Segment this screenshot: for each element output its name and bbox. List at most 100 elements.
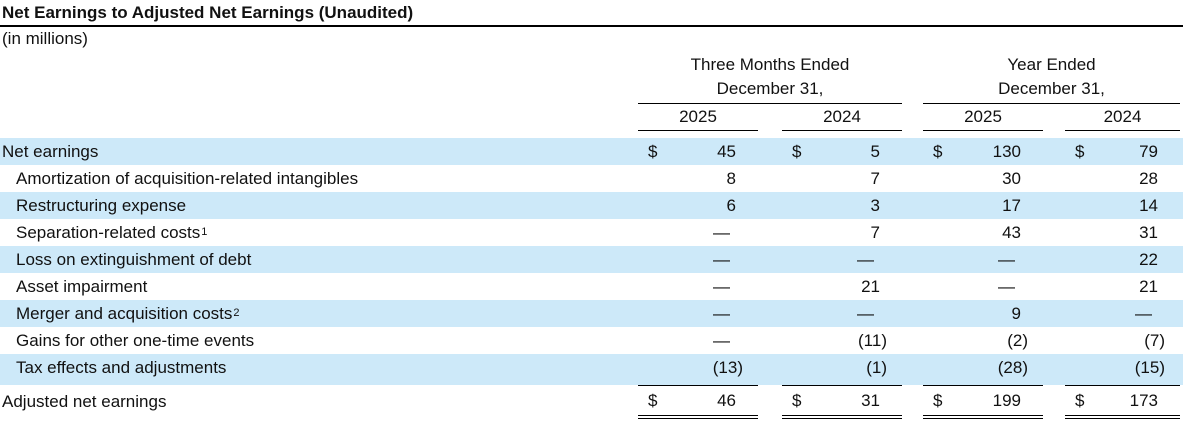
row-label: Amortization of acquisition-related inta… <box>16 168 359 188</box>
table-cell: $ 45 <box>638 138 758 165</box>
column-group-line2: December 31, <box>998 79 1105 98</box>
table-cell: $ 5 <box>782 138 902 165</box>
year-header: 2024 <box>1065 104 1180 131</box>
table-cell: — <box>782 300 902 327</box>
table-row: Net earnings $ 45 $ 5 $ 130 $ 79 <box>0 138 1183 165</box>
cell-value: 173 <box>1129 390 1158 410</box>
table-cell: — <box>923 246 1043 273</box>
table-cell: 3 <box>782 192 902 219</box>
table-cell: $ 79 <box>1065 138 1180 165</box>
dollar-sign: $ <box>933 141 943 161</box>
cell-value: 14 <box>1139 195 1158 215</box>
cell-value: 45 <box>717 141 736 161</box>
total-row-adjusted-net-earnings: Adjusted net earnings $ 46 $ 31 $ 199 $ … <box>0 385 1183 419</box>
column-group-year-ended: Year Ended December 31, <box>923 53 1180 104</box>
cell-value: — <box>998 276 1015 296</box>
cell-value: 199 <box>992 390 1021 410</box>
table-cell: — <box>638 219 758 246</box>
row-label: Gains for other one-time events <box>16 330 255 350</box>
table-cell: 17 <box>923 192 1043 219</box>
table-cell: (11) <box>782 327 902 354</box>
dollar-sign: $ <box>1075 141 1085 161</box>
row-label: Separation-related costs 1 <box>16 222 208 242</box>
cell-value: 31 <box>861 390 880 410</box>
dollar-sign: $ <box>648 141 658 161</box>
row-label: Merger and acquisition costs 2 <box>16 303 240 323</box>
table-row: Merger and acquisition costs 2 — — 9 — <box>0 300 1183 327</box>
table-cell: — <box>638 327 758 354</box>
table-header-groups: Three Months Ended December 31, Year End… <box>0 53 1183 104</box>
dollar-sign: $ <box>933 390 943 410</box>
table-cell: 43 <box>923 219 1043 246</box>
table-cell: 14 <box>1065 192 1180 219</box>
year-header: 2025 <box>923 104 1043 131</box>
column-group-line1: Year Ended <box>1007 55 1096 74</box>
table-cell: (2) <box>923 327 1043 354</box>
table-cell: — <box>638 300 758 327</box>
column-group-line2: December 31, <box>716 79 824 98</box>
table-cell: (1) <box>782 354 902 385</box>
header-label-spacer <box>0 104 638 131</box>
row-label: Net earnings <box>2 141 99 161</box>
table-cell: — <box>638 246 758 273</box>
cell-value: 43 <box>1002 222 1021 242</box>
cell-value: 5 <box>870 141 880 161</box>
table-row: Asset impairment — 21 — 21 <box>0 273 1183 300</box>
header-label-spacer <box>0 53 638 104</box>
table-cell: $ 46 <box>638 385 758 419</box>
row-label: Asset impairment <box>16 276 148 296</box>
cell-value: — <box>713 303 730 323</box>
dollar-sign: $ <box>648 390 658 410</box>
cell-value: (2) <box>1007 330 1028 350</box>
table-cell: 7 <box>782 219 902 246</box>
table-row: Restructuring expense 6 3 17 14 <box>0 192 1183 219</box>
cell-value: 21 <box>861 276 880 296</box>
table-row: Loss on extinguishment of debt — — — 22 <box>0 246 1183 273</box>
table-year-headers: 2025 2024 2025 2024 <box>0 104 1183 131</box>
cell-value: 22 <box>1139 249 1158 269</box>
row-label: Tax effects and adjustments <box>16 357 227 377</box>
table-cell: 7 <box>782 165 902 192</box>
table-cell: (7) <box>1065 327 1180 354</box>
cell-value: — <box>857 303 874 323</box>
cell-value: 79 <box>1139 141 1158 161</box>
table-cell: (13) <box>638 354 758 385</box>
table-cell: 6 <box>638 192 758 219</box>
table-cell: 21 <box>1065 273 1180 300</box>
column-group-gap <box>902 53 923 104</box>
table-cell: — <box>782 246 902 273</box>
cell-value: (1) <box>866 357 887 377</box>
table-cell: $ 199 <box>923 385 1043 419</box>
table-cell: — <box>638 273 758 300</box>
cell-value: 3 <box>870 195 880 215</box>
cell-value: — <box>713 222 730 242</box>
table-cell: 31 <box>1065 219 1180 246</box>
table-cell: $ 31 <box>782 385 902 419</box>
table-row: Gains for other one-time events — (11) (… <box>0 327 1183 354</box>
table-cell: — <box>1065 300 1180 327</box>
cell-value: 30 <box>1002 168 1021 188</box>
table-row: Separation-related costs 1 — 7 43 31 <box>0 219 1183 246</box>
cell-value: (28) <box>997 357 1028 377</box>
table-cell: 8 <box>638 165 758 192</box>
header-body-gap <box>0 131 1183 138</box>
units-note: (in millions) <box>2 29 88 48</box>
column-group-three-months: Three Months Ended December 31, <box>638 53 902 104</box>
year-header: 2025 <box>638 104 758 131</box>
column-group-line1: Three Months Ended <box>690 55 850 74</box>
cell-value: 17 <box>1002 195 1021 215</box>
cell-value: (13) <box>712 357 743 377</box>
row-label: Adjusted net earnings <box>2 392 167 411</box>
cell-value: — <box>857 249 874 269</box>
cell-value: 7 <box>870 168 880 188</box>
table-cell: $ 130 <box>923 138 1043 165</box>
cell-value: 9 <box>1011 303 1021 323</box>
table-cell: 28 <box>1065 165 1180 192</box>
cell-value: 7 <box>870 222 880 242</box>
cell-value: — <box>1135 303 1152 323</box>
cell-value: (7) <box>1144 330 1165 350</box>
table-cell: — <box>923 273 1043 300</box>
cell-value: 21 <box>1139 276 1158 296</box>
table-cell: 21 <box>782 273 902 300</box>
